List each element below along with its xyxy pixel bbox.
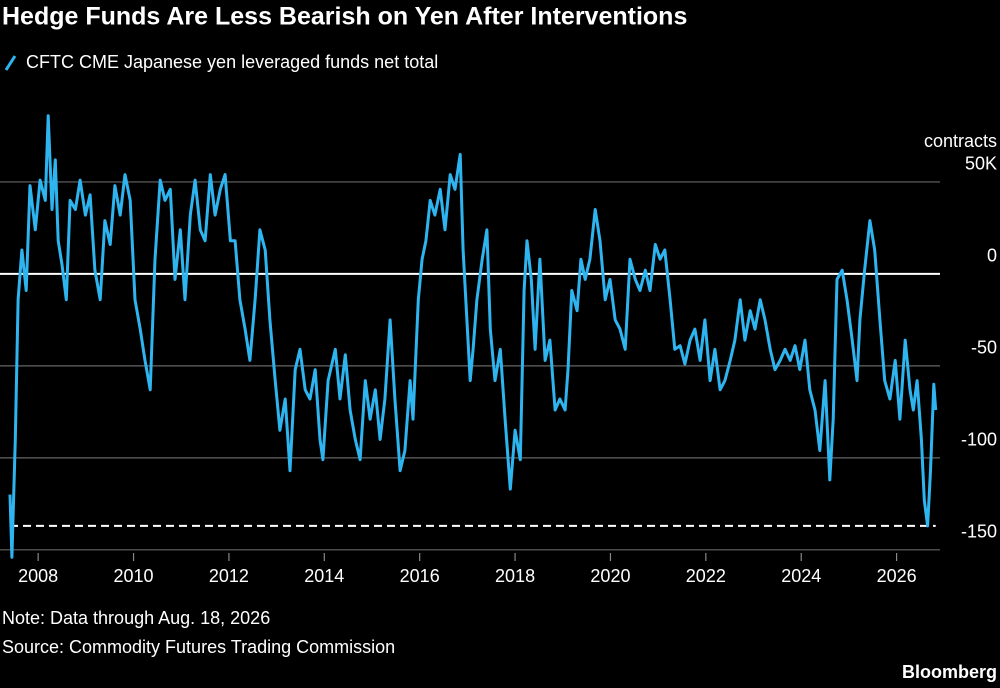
y-tick-label: -50 (971, 338, 997, 358)
note: Note: Data through Aug. 18, 2026 (2, 608, 270, 628)
x-tick-label: 2008 (18, 566, 58, 586)
brand: Bloomberg (902, 662, 997, 682)
series-line (8, 114, 938, 559)
x-tick-label: 2014 (304, 566, 344, 586)
x-tick-label: 2020 (590, 566, 630, 586)
y-axis-label: contracts (924, 131, 997, 151)
x-tick-label: 2026 (877, 566, 917, 586)
x-tick-label: 2010 (114, 566, 154, 586)
x-tick-label: 2024 (781, 566, 821, 586)
legend-label: CFTC CME Japanese yen leveraged funds ne… (26, 52, 438, 72)
y-tick-label: -150 (961, 522, 997, 542)
legend-swatch (4, 55, 17, 71)
y-tick-label: -100 (961, 430, 997, 450)
x-tick-label: 2012 (209, 566, 249, 586)
y-tick-label: 50K (965, 154, 997, 174)
source: Source: Commodity Futures Trading Commis… (2, 637, 395, 657)
chart-title: Hedge Funds Are Less Bearish on Yen Afte… (2, 3, 687, 31)
x-tick-label: 2022 (686, 566, 726, 586)
x-tick-label: 2016 (400, 566, 440, 586)
x-tick-label: 2018 (495, 566, 535, 586)
y-tick-label: 0 (987, 246, 997, 266)
